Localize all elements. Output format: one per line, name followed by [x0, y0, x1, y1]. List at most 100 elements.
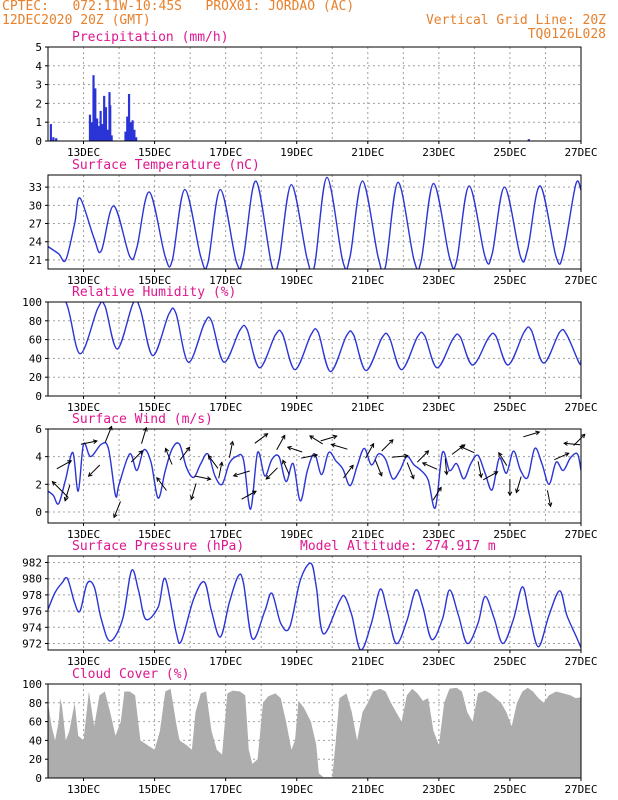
wind-arrow-head: [535, 430, 541, 436]
humidity-xtick-label: 25DEC: [493, 401, 526, 414]
wind-arrow-shaft: [64, 484, 71, 501]
precipitation-bar: [90, 122, 93, 141]
precipitation-xtick-label: 23DEC: [422, 146, 455, 159]
cloud-xtick-label: 25DEC: [493, 783, 526, 796]
wind-arrow-shaft: [254, 433, 268, 444]
wind-xtick-label: 19DEC: [280, 528, 313, 541]
pressure-xtick-label: 19DEC: [280, 655, 313, 668]
wind-arrow-head: [313, 453, 319, 458]
precipitation-ytick-label: 5: [35, 41, 42, 54]
header-date-line: 12DEC2020 20Z (GMT): [2, 13, 151, 28]
precipitation-ytick-label: 0: [35, 135, 42, 148]
wind-arrow-head: [206, 476, 212, 481]
humidity-panel: 0 20 40 60 80 100 13DEC 15DEC 17DEC 19DEC 21DEC 23D…: [22, 285, 597, 414]
wind-arrow-shaft: [482, 471, 498, 481]
wind-arrow-shaft: [459, 445, 475, 454]
humidity-title: Relative Humidity (%): [72, 285, 236, 300]
humidity-xtick-label: 15DEC: [138, 401, 171, 414]
precipitation-bar: [127, 94, 131, 141]
humidity-xtick-label: 27DEC: [564, 401, 597, 414]
humidity-ytick-label: 80: [29, 315, 42, 328]
precipitation-bar: [103, 95, 106, 141]
wind-arrow-shaft: [444, 458, 448, 475]
pressure-ytick-label: 980: [22, 573, 42, 586]
wind-arrow-head: [498, 451, 503, 457]
precipitation-bar: [527, 139, 530, 141]
wind-arrow-head: [229, 440, 235, 446]
wind-arrow-head: [113, 513, 118, 519]
pressure-title: Surface Pressure (hPa): [72, 539, 244, 554]
wind-arrow-head: [51, 480, 57, 486]
wind-arrow-shaft: [343, 464, 354, 479]
wind-arrow-shaft: [52, 481, 69, 498]
wind-arrow-head: [459, 445, 465, 450]
wind-arrow-shaft: [56, 460, 72, 470]
humidity-ytick-label: 40: [29, 352, 42, 365]
humidity-series-line: [48, 302, 581, 373]
header-grid-line-label: Vertical Grid Line: 20Z: [425, 13, 606, 28]
wind-arrow-head: [190, 495, 195, 501]
wind-arrow-shaft: [207, 455, 219, 469]
precipitation-title: Precipitation (mm/h): [72, 30, 229, 45]
wind-arrow-shaft: [546, 490, 552, 507]
wind-arrow-shaft: [381, 439, 394, 452]
humidity-ytick-label: 20: [29, 371, 42, 384]
precipitation-xtick-label: 17DEC: [209, 146, 242, 159]
cloud-area: [48, 687, 581, 778]
wind-arrow-head: [63, 496, 69, 502]
precipitation-bar: [52, 137, 55, 141]
wind-panel: 0 2 4 6 13DEC 15DEC 17DEC 19DEC 21DEC 23DEC 25DEC 2…: [35, 412, 597, 541]
wind-arrow-head: [564, 452, 570, 457]
precipitation-bar: [92, 75, 95, 141]
pressure-xtick-label: 21DEC: [351, 655, 384, 668]
wind-arrow-head: [282, 459, 287, 465]
wind-arrow-head: [478, 473, 483, 479]
precipitation-panel: 0 1 2 3 4 5 13DEC 15DEC 17DEC 19DEC 21DEC 23DEC 25DE…: [35, 30, 597, 159]
pressure-ytick-label: 974: [22, 621, 42, 634]
wind-arrow-shaft: [141, 427, 147, 444]
wind-arrow-head: [281, 434, 286, 440]
temperature-ytick-label: 30: [29, 199, 42, 212]
temperature-ytick-label: 33: [29, 181, 42, 194]
header-station-line: CPTEC: 072:11W-10:45S PROX01: JORDAO (AC…: [2, 0, 355, 14]
temperature-xtick-label: 13DEC: [67, 274, 100, 287]
wind-arrow-head: [143, 426, 148, 432]
wind-arrow-head: [67, 460, 73, 465]
pressure-ytick-label: 976: [22, 605, 42, 618]
cloud-panel: 0 20 40 60 80 100 13DEC 15DEC 17DEC 19DEC 21DEC 23D…: [22, 667, 597, 796]
temperature-frame: [47, 174, 582, 270]
wind-xtick-label: 23DEC: [422, 528, 455, 541]
wind-arrow-head: [460, 444, 466, 449]
wind-arrow-head: [185, 446, 191, 452]
pressure-ytick-label: 978: [22, 589, 42, 602]
temperature-ytick-label: 21: [29, 254, 42, 267]
wind-ytick-label: 2: [35, 478, 42, 491]
wind-arrow-head: [263, 433, 269, 438]
pressure-annotation: Model Altitude: 274.917 m: [300, 539, 496, 554]
wind-arrow-head: [252, 490, 257, 495]
humidity-frame: [47, 301, 582, 397]
precipitation-xtick-label: 15DEC: [138, 146, 171, 159]
wind-arrow-shaft: [416, 450, 429, 463]
humidity-xtick-label: 21DEC: [351, 401, 384, 414]
wind-arrow-shaft: [422, 462, 438, 470]
precipitation-bar: [104, 107, 108, 141]
wind-xtick-label: 17DEC: [209, 528, 242, 541]
precipitation-xtick-label: 19DEC: [280, 146, 313, 159]
wind-arrow-shaft: [365, 443, 375, 459]
wind-arrow-shaft: [218, 462, 223, 479]
wind-arrow-shaft: [265, 467, 278, 480]
header-model-id: TQ0126L028: [527, 27, 606, 42]
wind-arrow-head: [92, 439, 98, 444]
wind-title: Surface Wind (m/s): [72, 412, 213, 427]
wind-xtick-label: 15DEC: [138, 528, 171, 541]
wind-arrow-head: [232, 472, 238, 478]
pressure-xtick-label: 23DEC: [422, 655, 455, 668]
wind-arrow-shaft: [282, 460, 290, 475]
wind-arrow-shaft: [309, 435, 323, 445]
wind-arrow-shaft: [301, 454, 318, 459]
precipitation-bar: [49, 124, 52, 141]
wind-arrow-head: [207, 454, 213, 460]
wind-arrow-head: [444, 470, 449, 476]
cloud-ytick-label: 0: [35, 772, 42, 785]
